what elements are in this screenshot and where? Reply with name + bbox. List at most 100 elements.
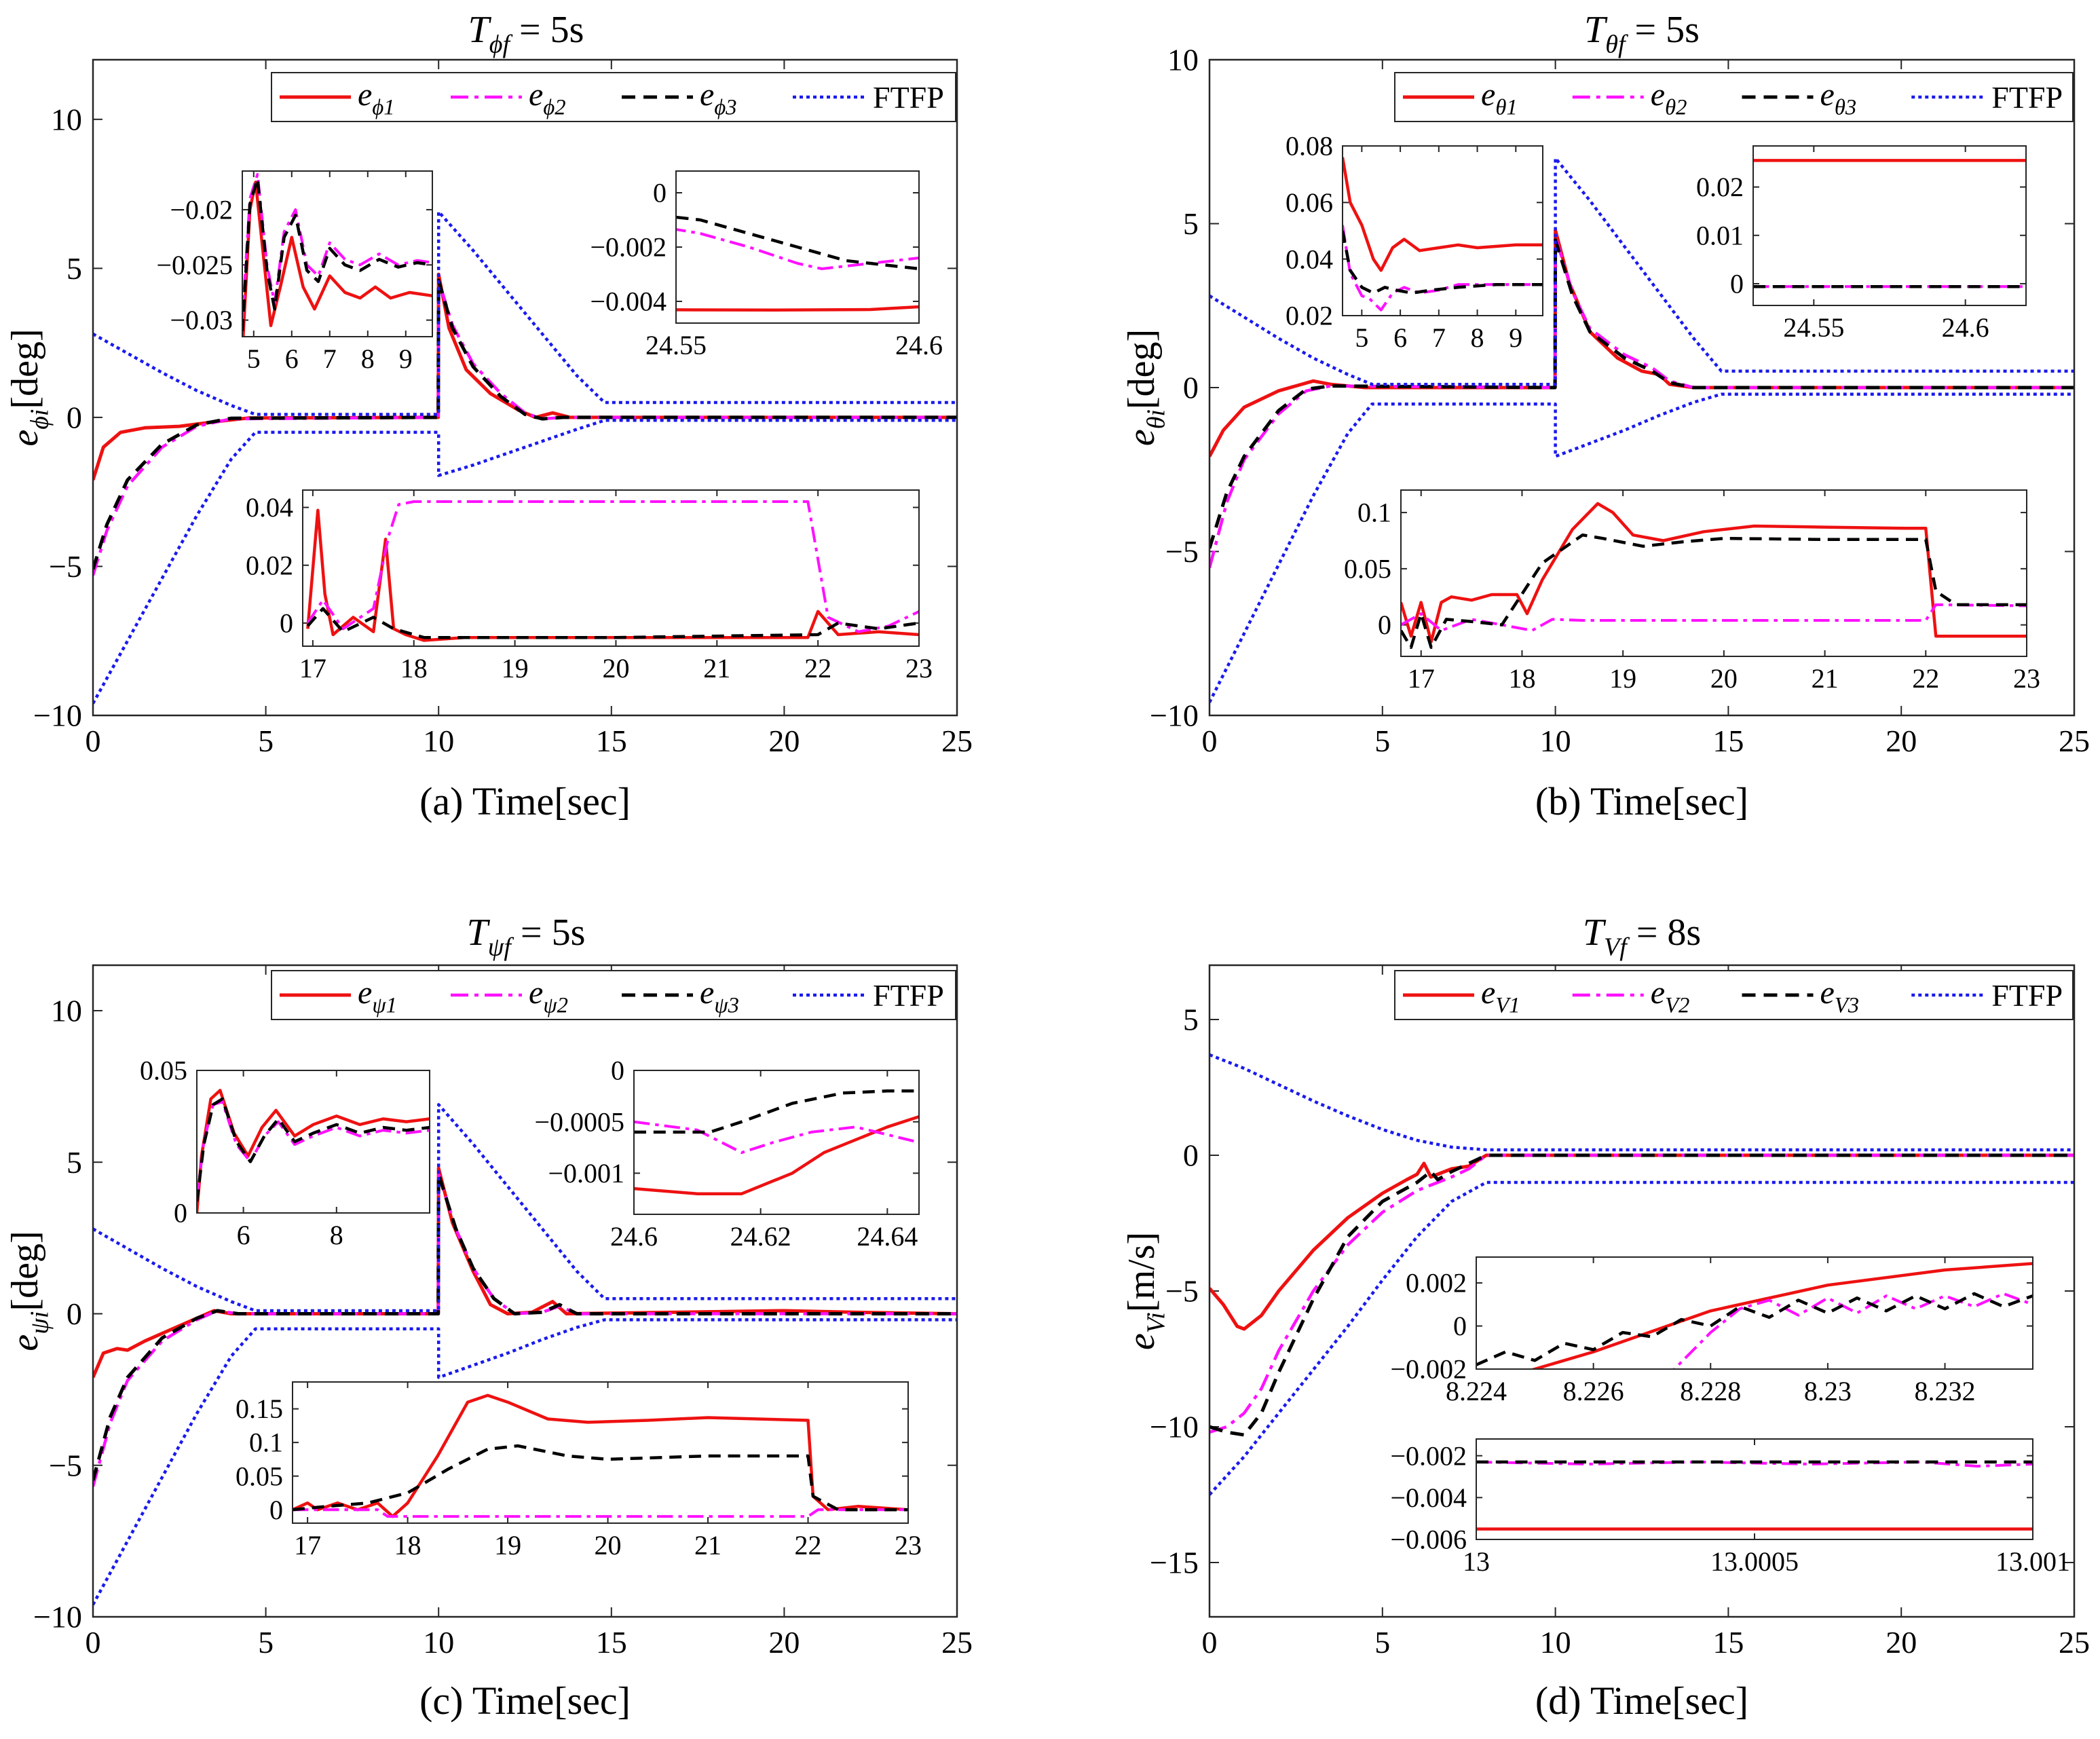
inset-c-3-series-e1 — [293, 1394, 908, 1518]
panel-c-ytick-label: 0 — [67, 1296, 82, 1331]
inset-b-2-ytick-label: 0.02 — [1696, 172, 1744, 202]
panel-b-series-e-theta3 — [1210, 238, 2074, 549]
panel-c-ytick-label: −10 — [33, 1600, 82, 1634]
inset-c-1-series-e1 — [197, 1089, 430, 1213]
panel-c-series-e-psi1 — [93, 1166, 957, 1379]
panel-d-series-e-v2 — [1210, 1153, 2074, 1434]
inset-a-1-ytick-label: −0.02 — [170, 195, 233, 225]
inset-a-2-series-e3 — [676, 215, 919, 271]
inset-c-3-xtick-label: 21 — [694, 1530, 721, 1560]
panel-a-ytick-label: −10 — [33, 698, 82, 733]
panel-d-series-ftfp-upper — [1210, 1053, 2074, 1152]
inset-b-3-plot-area — [1401, 490, 2027, 656]
inset-b-1-ytick-label: 0.02 — [1286, 301, 1333, 331]
inset-a-1-series-e2 — [242, 172, 432, 320]
inset-a-2-ytick-label: −0.002 — [590, 232, 667, 263]
inset-c-3-series-e3 — [293, 1444, 908, 1512]
panel-a-frame — [92, 58, 958, 717]
panel-c-series-e-psi2 — [93, 1172, 957, 1487]
inset-c-2-xtick-label: 24.6 — [610, 1221, 658, 1252]
panel-b-caption: (b) Time[sec] — [1535, 779, 1748, 823]
inset-a-2-ytick-label: −0.004 — [590, 286, 667, 317]
panel-d-legend: eV1 eV2 eV3 FTFP — [1394, 970, 2074, 1020]
inset-b-2-xtick-label: 24.6 — [1942, 312, 1989, 343]
inset-d-2-ytick-label: −0.006 — [1390, 1525, 1467, 1555]
panel-d-series-ftfp-lower — [1210, 1180, 2074, 1496]
inset-b-2-ytick-label: 0 — [1730, 269, 1744, 299]
inset-c-1-xtick-label: 8 — [330, 1220, 343, 1250]
panel-a-xtick-label: 10 — [423, 724, 454, 758]
panel-b-legend: eθ1 eθ2 eθ3 FTFP — [1394, 72, 2074, 122]
inset-c-3-plot-area — [293, 1382, 908, 1523]
panel-d-xtick-label: 25 — [2059, 1625, 2090, 1660]
inset-c-3-xtick-label: 17 — [294, 1530, 321, 1560]
panel-b-title: Tθf = 5s — [1584, 9, 1700, 59]
inset-b-2: 24.55 24.6 0 0.01 0.02 — [1696, 145, 2027, 343]
inset-c-3-xtick-label: 20 — [595, 1530, 622, 1560]
inset-d-2-xtick-label: 13.001 — [1995, 1546, 2070, 1577]
inset-d-1-ytick-label: 0.002 — [1406, 1268, 1467, 1298]
panel-b-xtick-label: 25 — [2059, 724, 2090, 758]
inset-d-1-series-e3 — [1476, 1292, 2033, 1366]
legend-label-ftfp: FTFP — [1991, 80, 2063, 115]
inset-d-2: 13 13.0005 13.001 −0.006 −0.004 −0.002 — [1390, 1438, 2070, 1577]
inset-d-2-frame — [1476, 1438, 2033, 1540]
panel-a-xtick-label: 20 — [768, 724, 800, 758]
panel-a-xtick-label: 5 — [258, 724, 274, 758]
panel-c-ylabel: eψi[deg] — [4, 1231, 54, 1351]
inset-b-1-xtick-label: 7 — [1432, 322, 1446, 353]
inset-d-1-ytick-label: −0.002 — [1390, 1354, 1467, 1385]
panel-b-xtick-label: 10 — [1540, 724, 1571, 758]
panel-c-series-ftfp-lower — [93, 1318, 957, 1606]
panel-d-xtick-label: 5 — [1374, 1625, 1390, 1660]
legend-label-e3: eψ3 — [700, 975, 739, 1017]
inset-c-3-frame — [292, 1381, 909, 1524]
panel-b-ylabel: eθi[deg] — [1121, 329, 1171, 446]
inset-b-3-xtick-label: 19 — [1609, 663, 1636, 694]
panel-d-xtick-label: 20 — [1886, 1625, 1917, 1660]
legend-label-ftfp: FTFP — [1991, 978, 2063, 1013]
inset-a-1-frame — [242, 170, 433, 337]
inset-a-3-xtick-label: 20 — [602, 653, 629, 684]
inset-b-3-xtick-label: 17 — [1408, 663, 1435, 694]
inset-a-3-series-e1 — [306, 508, 919, 642]
inset-d-1-ytick-label: 0 — [1453, 1311, 1467, 1341]
inset-a-3-xtick-label: 22 — [804, 653, 831, 684]
inset-c-1-ytick-label: 0 — [174, 1198, 187, 1229]
inset-c-2-frame — [633, 1070, 920, 1215]
inset-c-3-xtick-label: 19 — [494, 1530, 521, 1560]
panel-d-caption: (d) Time[sec] — [1535, 1679, 1748, 1723]
inset-b-1-xtick-label: 9 — [1509, 322, 1522, 353]
inset-b-1: 5 6 7 8 9 0.02 0.04 0.06 0.08 — [1286, 131, 1543, 353]
inset-c-3: 17 18 19 20 21 22 23 0 0.050.10.15 — [236, 1381, 922, 1560]
inset-c-1-frame — [196, 1070, 430, 1214]
inset-a-3-ytick-label: 0.04 — [246, 492, 293, 523]
panel-d-xtick-label: 10 — [1540, 1625, 1571, 1660]
inset-c-3-ytick-label: 0 — [269, 1495, 283, 1525]
panel-b-ytick-label: 10 — [1167, 43, 1199, 77]
inset-d-1-xtick-label: 8.226 — [1563, 1376, 1624, 1406]
panel-d-title: TVf = 8s — [1583, 912, 1701, 962]
panel-c-legend: eψ1 eψ2 eψ3 FTFP — [271, 970, 956, 1020]
inset-b-2-xtick-label: 24.55 — [1783, 312, 1844, 343]
inset-c-1-plot-area — [197, 1070, 430, 1213]
inset-a-3-xtick-label: 19 — [502, 653, 529, 684]
inset-a-1-ytick-label: −0.03 — [170, 305, 233, 335]
panel-a-xtick-label: 0 — [86, 724, 101, 758]
legend-label-e2: eϕ2 — [529, 77, 566, 119]
inset-a-1-xtick-label: 9 — [399, 343, 413, 374]
legend-label-e3: eθ3 — [1820, 77, 1857, 119]
panel-c-series-ftfp-upper — [93, 1103, 957, 1313]
inset-c-3-xtick-label: 18 — [394, 1530, 421, 1560]
inset-a-1-xtick-label: 8 — [361, 343, 375, 374]
inset-c-3-ytick-label: 0.1 — [249, 1427, 283, 1458]
inset-b-2-ytick-label: 0.01 — [1696, 220, 1744, 250]
inset-a-3-frame — [302, 489, 920, 647]
panel-b-frame — [1208, 58, 2076, 717]
panel-c-xtick-label: 25 — [941, 1625, 973, 1660]
legend-label-e1: eV1 — [1481, 975, 1520, 1017]
inset-b-3-series-e1 — [1401, 502, 2027, 643]
inset-c-3-xtick-label: 22 — [795, 1530, 822, 1560]
